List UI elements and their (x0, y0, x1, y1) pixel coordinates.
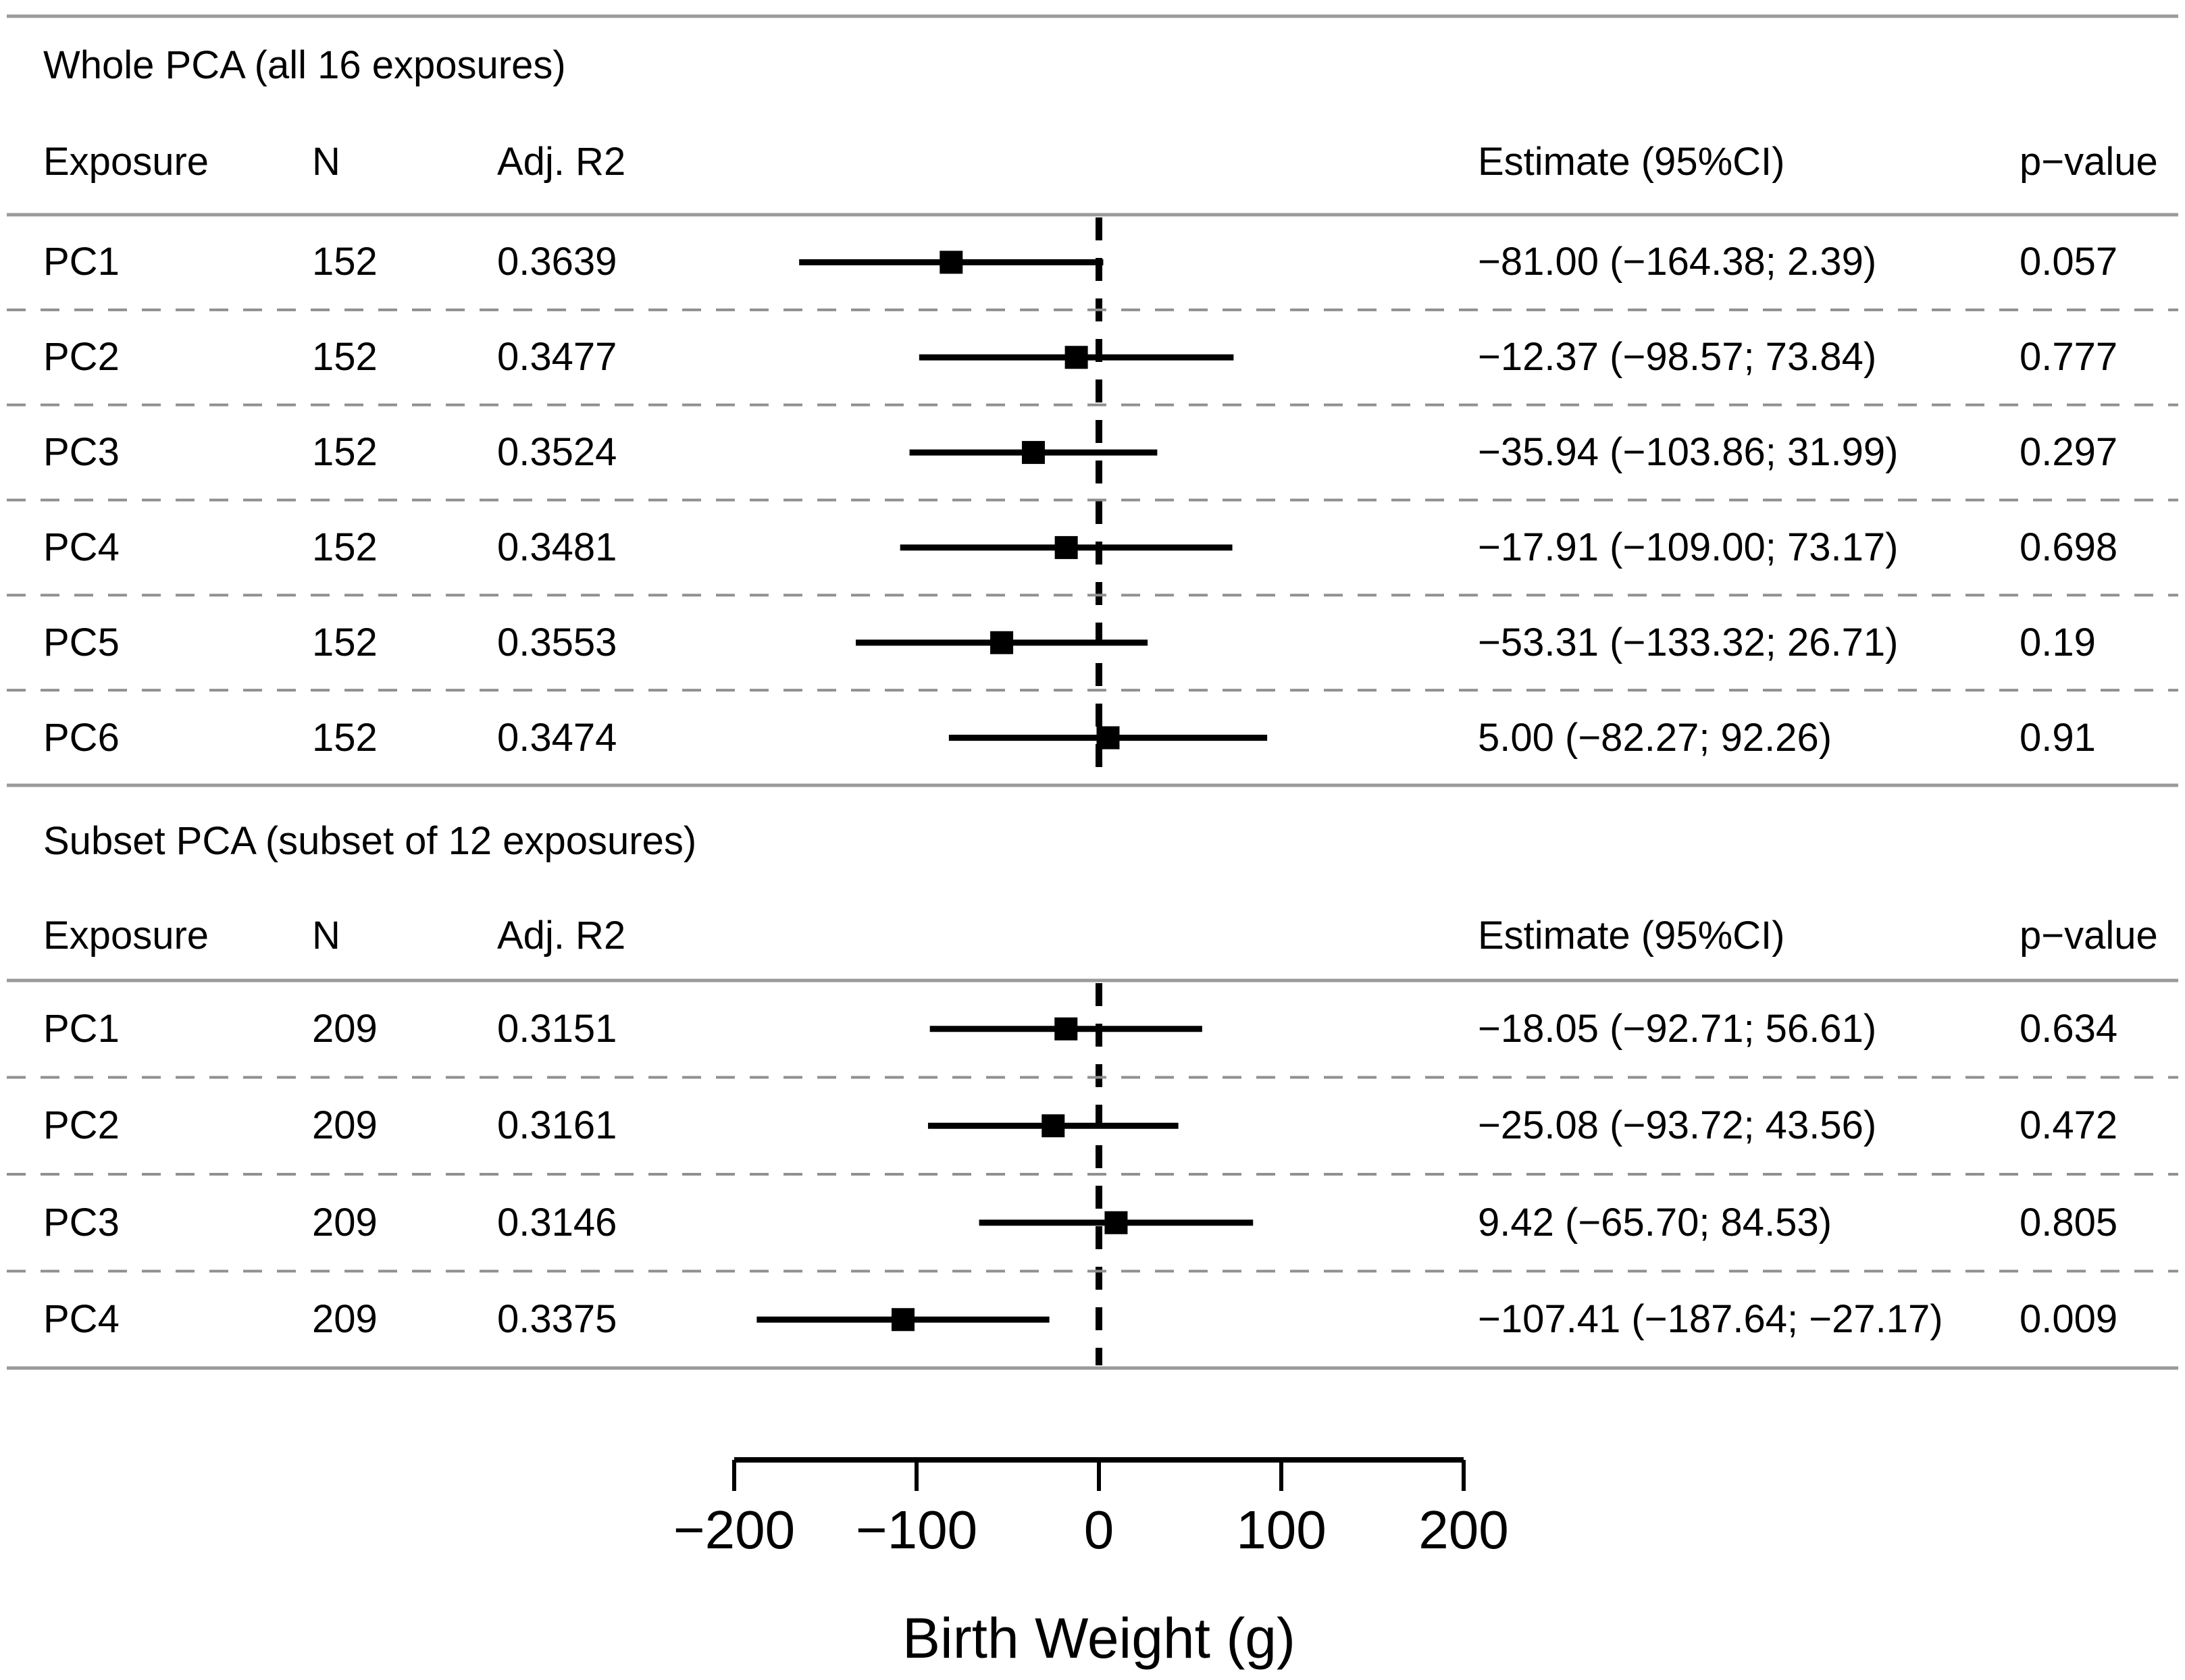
n-cell: 152 (312, 430, 378, 475)
adj-r2-cell: 0.3553 (497, 620, 617, 664)
adj-r2-cell: 0.3375 (497, 1297, 617, 1342)
adj-r2-cell: 0.3146 (497, 1200, 617, 1244)
n-cell: 152 (312, 240, 378, 284)
estimate-cell: −107.41 (−187.64; −27.17) (1478, 1297, 1943, 1342)
point-estimate-marker (940, 251, 963, 274)
section-title-whole-pca: Whole PCA (all 16 exposures) (43, 43, 566, 87)
exposure-cell: PC5 (43, 620, 120, 664)
n-cell: 152 (312, 620, 378, 664)
p-value-cell: 0.805 (2020, 1200, 2118, 1244)
p-value-cell: 0.634 (2020, 1006, 2118, 1051)
x-tick-label: 0 (1083, 1500, 1114, 1560)
adj-r2-cell: 0.3524 (497, 430, 617, 475)
n-cell: 209 (312, 1200, 378, 1244)
exposure-cell: PC4 (43, 525, 120, 569)
column-header-estimate: Estimate (95%CI) (1478, 914, 1785, 957)
n-cell: 209 (312, 1006, 378, 1051)
p-value-cell: 0.009 (2020, 1297, 2118, 1342)
column-header-exposure: Exposure (43, 140, 209, 184)
point-estimate-marker (1021, 441, 1045, 465)
adj-r2-cell: 0.3151 (497, 1006, 617, 1051)
exposure-cell: PC1 (43, 240, 120, 284)
point-estimate-marker (1096, 726, 1120, 750)
adj-r2-cell: 0.3481 (497, 525, 617, 569)
estimate-cell: −18.05 (−92.71; 56.61) (1478, 1006, 1877, 1051)
column-header-adj-r2: Adj. R2 (497, 914, 626, 957)
n-cell: 152 (312, 525, 378, 569)
estimate-cell: −35.94 (−103.86; 31.99) (1478, 430, 1899, 475)
x-tick-label: 200 (1418, 1500, 1509, 1560)
n-cell: 152 (312, 715, 378, 760)
estimate-cell: −81.00 (−164.38; 2.39) (1478, 240, 1877, 284)
p-value-cell: 0.297 (2020, 430, 2118, 475)
n-cell: 209 (312, 1297, 378, 1342)
column-header-p-value: p−value (2020, 914, 2158, 957)
column-header-adj-r2: Adj. R2 (497, 140, 626, 184)
estimate-cell: −53.31 (−133.32; 26.71) (1478, 620, 1899, 664)
point-estimate-marker (891, 1308, 915, 1332)
x-tick-label: −200 (673, 1500, 796, 1560)
section-title-subset-pca: Subset PCA (subset of 12 exposures) (43, 819, 697, 863)
point-estimate-marker (1054, 535, 1078, 559)
point-estimate-marker (1042, 1114, 1065, 1138)
exposure-cell: PC2 (43, 335, 120, 379)
adj-r2-cell: 0.3474 (497, 715, 617, 760)
p-value-cell: 0.777 (2020, 335, 2118, 379)
n-cell: 209 (312, 1103, 378, 1148)
estimate-cell: 9.42 (−65.70; 84.53) (1478, 1200, 1832, 1244)
p-value-cell: 0.698 (2020, 525, 2118, 569)
estimate-cell: 5.00 (−82.27; 92.26) (1478, 715, 1832, 760)
column-header-estimate: Estimate (95%CI) (1478, 140, 1785, 184)
column-header-n: N (312, 914, 340, 957)
column-header-p-value: p−value (2020, 140, 2158, 184)
point-estimate-marker (990, 631, 1014, 654)
estimate-cell: −25.08 (−93.72; 43.56) (1478, 1103, 1877, 1148)
estimate-cell: −17.91 (−109.00; 73.17) (1478, 525, 1899, 569)
adj-r2-cell: 0.3477 (497, 335, 617, 379)
column-header-exposure: Exposure (43, 914, 209, 957)
exposure-cell: PC6 (43, 715, 120, 760)
exposure-cell: PC2 (43, 1103, 120, 1148)
p-value-cell: 0.19 (2020, 620, 2096, 664)
adj-r2-cell: 0.3161 (497, 1103, 617, 1148)
adj-r2-cell: 0.3639 (497, 240, 617, 284)
exposure-cell: PC4 (43, 1297, 120, 1342)
exposure-cell: PC1 (43, 1006, 120, 1051)
estimate-cell: −12.37 (−98.57; 73.84) (1478, 335, 1877, 379)
exposure-cell: PC3 (43, 430, 120, 475)
x-axis-title: Birth Weight (g) (902, 1606, 1295, 1670)
point-estimate-marker (1054, 1017, 1078, 1041)
n-cell: 152 (312, 335, 378, 379)
p-value-cell: 0.472 (2020, 1103, 2118, 1148)
column-header-n: N (312, 140, 340, 184)
exposure-cell: PC3 (43, 1200, 120, 1244)
p-value-cell: 0.91 (2020, 715, 2096, 760)
point-estimate-marker (1064, 346, 1088, 369)
point-estimate-marker (1104, 1211, 1128, 1234)
p-value-cell: 0.057 (2020, 240, 2118, 284)
x-tick-label: −100 (855, 1500, 978, 1560)
x-tick-label: 100 (1236, 1500, 1327, 1560)
